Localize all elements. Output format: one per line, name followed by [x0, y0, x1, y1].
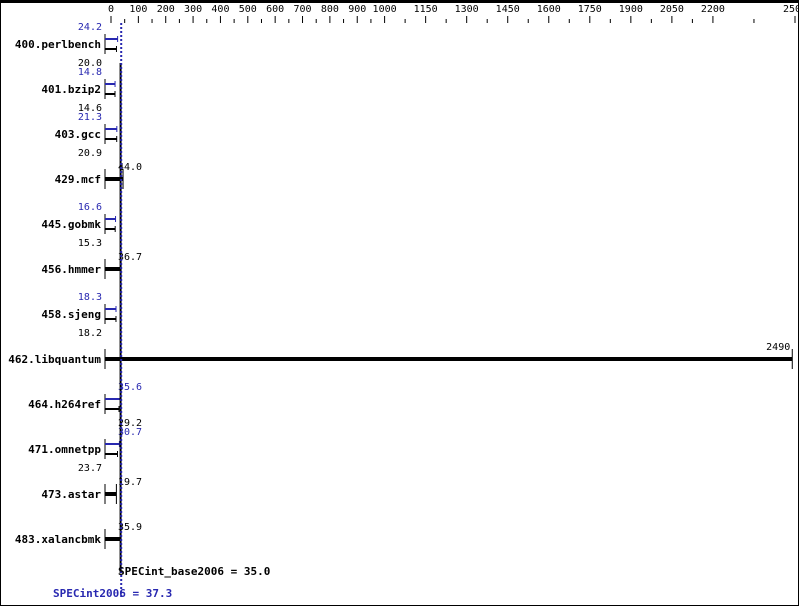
base-value-label: 29.2 — [118, 418, 142, 429]
x-tick-label: 0 — [108, 4, 114, 15]
benchmark-label: 445.gobmk — [41, 218, 101, 231]
base-summary-label: SPECint_base2006 = 35.0 — [118, 565, 270, 578]
x-tick-label: 200 — [157, 4, 175, 15]
base-value-label: 44.0 — [118, 162, 142, 173]
x-tick-label: 100 — [129, 4, 147, 15]
x-tick-label: 800 — [321, 4, 339, 15]
x-tick-label: 1300 — [455, 4, 479, 15]
benchmark-label: 464.h264ref — [28, 398, 101, 411]
base-value-label: 35.9 — [118, 522, 142, 533]
base-value-label: 15.3 — [78, 238, 102, 249]
x-tick-label: 700 — [293, 4, 311, 15]
x-tick-label: 1750 — [578, 4, 602, 15]
peak-value-label: 30.7 — [118, 427, 142, 438]
x-tick-label: 400 — [211, 4, 229, 15]
x-tick-label: 1600 — [537, 4, 561, 15]
benchmark-label: 401.bzip2 — [41, 83, 101, 96]
x-tick-label: 1000 — [373, 4, 397, 15]
base-value-label: 23.7 — [78, 463, 102, 474]
peak-value-label: 35.6 — [118, 382, 142, 393]
x-tick-label: 1150 — [414, 4, 438, 15]
base-value-label: 18.2 — [78, 328, 102, 339]
benchmark-label: 483.xalancbmk — [15, 533, 101, 546]
benchmark-label: 471.omnetpp — [28, 443, 101, 456]
peak-value-label: 21.3 — [78, 112, 102, 123]
x-tick-label: 300 — [184, 4, 202, 15]
base-value-label: 14.6 — [78, 103, 102, 114]
x-tick-label: 1900 — [619, 4, 643, 15]
x-tick-label: 500 — [239, 4, 257, 15]
base-value-label: 19.7 — [118, 477, 142, 488]
x-tick-label: 2050 — [660, 4, 684, 15]
x-tick-label: 900 — [348, 4, 366, 15]
x-tick-label: 1450 — [496, 4, 520, 15]
peak-value-label: 14.8 — [78, 67, 102, 78]
base-value-label: 20.9 — [78, 148, 102, 159]
peak-value-label: 18.3 — [78, 292, 102, 303]
benchmark-label: 462.libquantum — [8, 353, 101, 366]
benchmark-label: 429.mcf — [55, 173, 101, 186]
benchmark-label: 458.sjeng — [41, 308, 101, 321]
base-value-label: 36.7 — [118, 252, 142, 263]
x-tick-label: 2500 — [783, 4, 798, 15]
benchmark-label: 473.astar — [41, 488, 101, 501]
peak-value-label: 16.6 — [78, 202, 102, 213]
x-tick-label: 2200 — [701, 4, 725, 15]
base-value-label: 2490 — [766, 342, 790, 353]
x-tick-label: 600 — [266, 4, 284, 15]
peak-value-label: 24.2 — [78, 22, 102, 33]
benchmark-label: 400.perlbench — [15, 38, 101, 51]
peak-summary-label: SPECint2006 = 37.3 — [53, 587, 172, 600]
benchmark-label: 456.hmmer — [41, 263, 101, 276]
base-value-label: 20.0 — [78, 58, 102, 69]
benchmark-label: 403.gcc — [55, 128, 101, 141]
